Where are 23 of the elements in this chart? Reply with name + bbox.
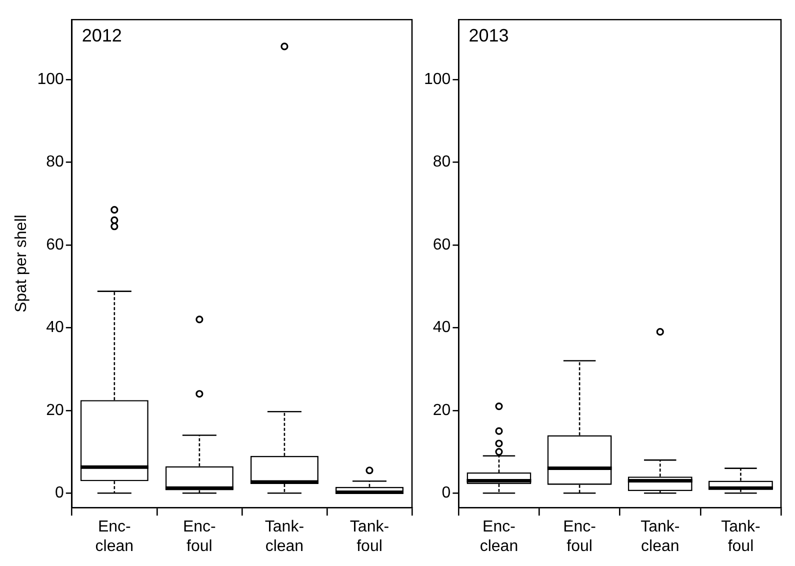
x-tick-label: Enc-foul [563,518,596,555]
chart-title: 2012 [82,26,122,46]
y-axis-title: Spat per shell [13,214,30,313]
y-tick-label: 60 [432,236,451,254]
x-tick-label: Tank-clean [264,518,304,555]
x-tick-label: Enc-clean [95,518,134,555]
x-tick-label: Tank-foul [721,518,760,555]
x-tick-label: Enc-clean [480,518,518,555]
y-tick-label: 0 [54,484,64,502]
y-tick-label: 40 [432,319,451,336]
y-tick-label: 100 [424,70,451,88]
x-tick-label: Tank-clean [640,518,680,555]
y-tick-label: 60 [46,236,64,254]
y-tick-label: 20 [46,402,64,419]
y-tick-label: 80 [432,154,451,171]
x-tick-label: Tank-foul [350,518,390,555]
y-tick-label: 100 [37,70,64,88]
y-tick-label: 40 [46,319,64,336]
x-tick-label: Enc-foul [182,518,216,555]
y-tick-label: 0 [442,484,451,502]
y-tick-label: 80 [46,154,64,171]
chart-title: 2013 [468,26,509,46]
y-tick-label: 20 [432,402,451,419]
